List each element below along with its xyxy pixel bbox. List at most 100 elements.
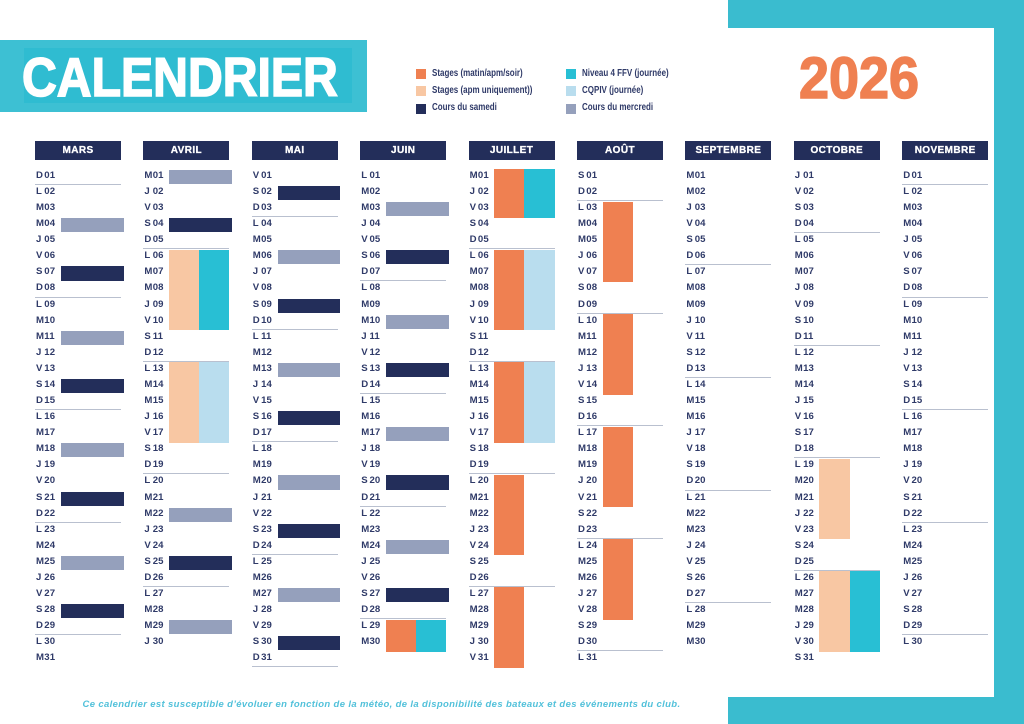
day-row: S 31 bbox=[795, 650, 880, 666]
day-number: 24 bbox=[369, 539, 381, 551]
day-row: V 07 bbox=[578, 264, 663, 280]
legend-label: Niveau 4 FFV (journée) bbox=[581, 67, 669, 79]
day-row: V 03 bbox=[470, 200, 555, 216]
wednesday-course-bar bbox=[277, 587, 341, 603]
day-number: 26 bbox=[152, 571, 164, 583]
day-letter: D bbox=[252, 652, 260, 664]
day-letter: L bbox=[578, 539, 584, 551]
day-letter: M bbox=[794, 475, 803, 487]
saturday-course-bar bbox=[386, 475, 449, 490]
wednesday-course-bar bbox=[61, 330, 124, 345]
day-letter: S bbox=[361, 475, 368, 487]
day-letter: M bbox=[252, 475, 261, 487]
day-row: J 10 bbox=[686, 313, 771, 329]
day-letter: M bbox=[903, 427, 912, 439]
day-row: M 12 bbox=[253, 345, 338, 361]
day-letter: J bbox=[252, 378, 259, 390]
day-letter: L bbox=[361, 282, 368, 294]
day-row: S 04 bbox=[470, 216, 555, 232]
sunday-underline bbox=[902, 183, 989, 185]
day-letter: M bbox=[578, 234, 587, 246]
sunday-underline bbox=[685, 489, 772, 491]
day-number: 31 bbox=[803, 652, 814, 664]
day-letter: L bbox=[903, 185, 910, 197]
day-letter: D bbox=[36, 169, 44, 181]
day-row: M 26 bbox=[578, 570, 663, 586]
day-number: 31 bbox=[477, 652, 489, 664]
day-letter: V bbox=[794, 636, 802, 648]
stage-block-orange bbox=[602, 426, 633, 508]
saturday-course-bar bbox=[386, 250, 449, 265]
wednesday-course-bar bbox=[277, 362, 341, 378]
day-number: 13 bbox=[152, 362, 164, 374]
saturday-course-bar bbox=[277, 636, 341, 651]
day-letter: M bbox=[686, 411, 695, 423]
day-number: 10 bbox=[586, 314, 598, 326]
day-number: 07 bbox=[44, 266, 56, 278]
sunday-underline bbox=[902, 409, 989, 411]
day-letter: M bbox=[686, 298, 695, 310]
day-number: 23 bbox=[586, 523, 598, 535]
day-letter: M bbox=[361, 523, 370, 535]
month-header: AOÛT bbox=[577, 141, 663, 160]
day-row: D 08 bbox=[36, 280, 121, 296]
day-number: 27 bbox=[586, 587, 598, 599]
day-letter: J bbox=[361, 218, 367, 230]
day-row: J 06 bbox=[578, 248, 663, 264]
day-letter: M bbox=[469, 169, 478, 181]
day-number: 09 bbox=[369, 298, 381, 310]
day-letter: V bbox=[36, 362, 43, 374]
day-letter: L bbox=[903, 523, 910, 535]
day-row: J 11 bbox=[361, 329, 446, 345]
day-number: 19 bbox=[586, 459, 598, 471]
sunday-underline bbox=[251, 216, 338, 218]
day-letter: L bbox=[903, 411, 910, 423]
day-row: M 05 bbox=[253, 232, 338, 248]
day-letter: L bbox=[361, 507, 368, 519]
day-row: S 25 bbox=[470, 554, 555, 570]
day-number: 30 bbox=[586, 636, 598, 648]
sunday-underline bbox=[685, 602, 772, 604]
day-row: D 29 bbox=[36, 618, 121, 634]
day-number: 08 bbox=[152, 282, 164, 294]
day-letter: M bbox=[794, 362, 803, 374]
day-letter: L bbox=[794, 571, 801, 583]
day-number: 20 bbox=[369, 475, 381, 487]
day-number: 29 bbox=[803, 620, 814, 632]
day-row: L 15 bbox=[361, 393, 446, 409]
day-letter: J bbox=[36, 346, 42, 358]
saturday-course-bar bbox=[386, 362, 449, 378]
day-letter: V bbox=[794, 298, 802, 310]
day-number: 04 bbox=[152, 218, 164, 230]
day-number: 17 bbox=[152, 427, 164, 439]
day-number: 20 bbox=[44, 475, 56, 487]
day-letter: V bbox=[578, 378, 585, 390]
stage-block-peach bbox=[819, 458, 850, 540]
day-row: S 14 bbox=[903, 377, 988, 393]
day-row: S 02 bbox=[253, 184, 338, 200]
day-row: M 12 bbox=[578, 345, 663, 361]
sunday-underline bbox=[685, 264, 772, 266]
month-header: JUILLET bbox=[468, 141, 555, 160]
month-column-novembre: NOVEMBRE D 01 L 02 M 03 M 04 J 05 V 06 S 07 D 08 L 09 M 10 M 1… bbox=[902, 141, 989, 687]
day-letter: L bbox=[686, 491, 693, 503]
day-letter: D bbox=[903, 620, 911, 632]
day-row: L 30 bbox=[903, 634, 988, 650]
day-row: D 14 bbox=[361, 377, 446, 393]
day-row: M 21 bbox=[795, 490, 880, 506]
day-letter: S bbox=[469, 555, 477, 567]
day-row: M 17 bbox=[903, 425, 988, 441]
day-number: 02 bbox=[261, 185, 272, 197]
day-row: J 09 bbox=[470, 297, 555, 313]
day-row: M 31 bbox=[36, 650, 121, 666]
day-letter: M bbox=[36, 539, 45, 551]
day-letter: V bbox=[469, 314, 477, 326]
day-row: S 25 bbox=[144, 554, 229, 570]
day-row: M 25 bbox=[578, 554, 663, 570]
day-number: 28 bbox=[911, 604, 923, 616]
day-letter: L bbox=[469, 475, 476, 487]
day-letter: J bbox=[361, 555, 367, 567]
day-number: 20 bbox=[586, 475, 598, 487]
saturday-course-bar bbox=[386, 587, 449, 603]
